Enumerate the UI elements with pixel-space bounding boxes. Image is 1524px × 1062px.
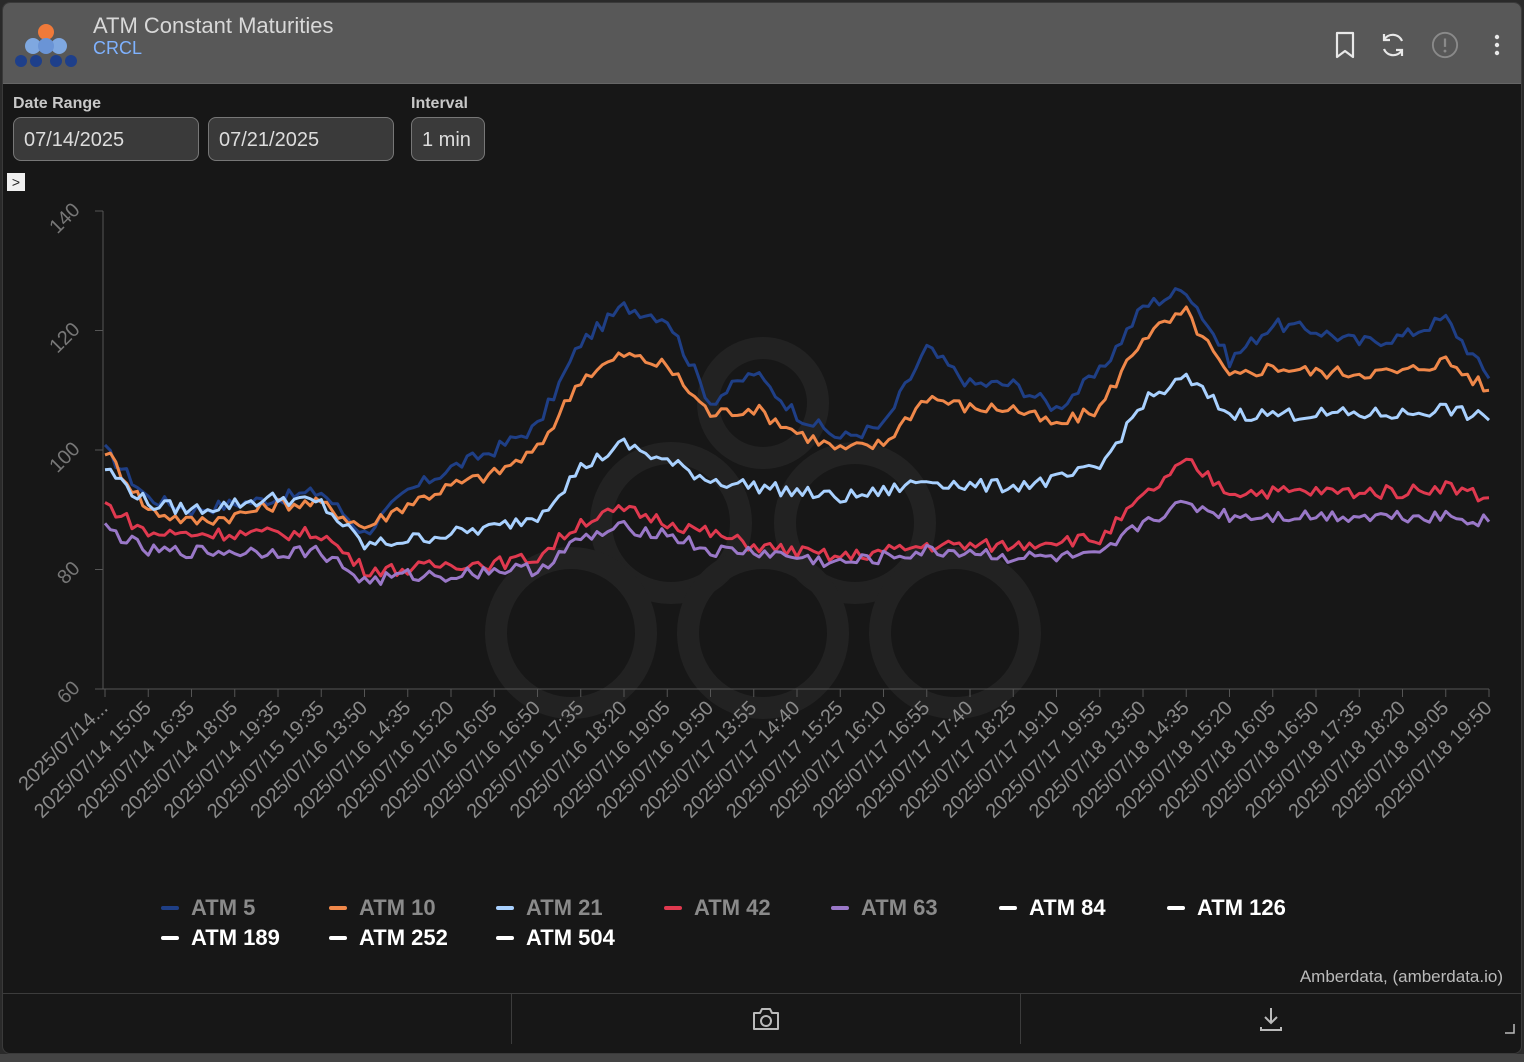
legend-swatch [161,936,179,940]
y-tick-label: 60 [53,677,84,708]
legend-item-atm-63[interactable]: ATM 63 [831,895,938,921]
legend-item-atm-10[interactable]: ATM 10 [329,895,436,921]
legend-swatch [831,906,849,910]
legend-label: ATM 21 [526,895,603,920]
download-icon [1260,1008,1282,1031]
chart-credit: Amberdata, (amberdata.io) [1299,967,1503,986]
watermark-logo-icon [485,337,1041,719]
legend-label: ATM 189 [191,925,280,950]
series-line-atm-10[interactable] [104,305,1490,530]
legend-item-atm-42[interactable]: ATM 42 [664,895,771,921]
legend-label: ATM 504 [526,925,615,950]
legend-label: ATM 84 [1029,895,1106,920]
window-bottom-bar [0,1054,1524,1062]
interval-select[interactable]: 1 min [411,117,485,161]
sidebar-toggle-button[interactable]: > [7,173,25,191]
amberdata-logo-icon [15,24,77,67]
legend-swatch [161,906,179,910]
legend-label: ATM 63 [861,895,938,920]
more-vertical-icon[interactable] [1483,31,1511,59]
series-line-atm-21[interactable] [104,372,1491,551]
legend-item-atm-252[interactable]: ATM 252 [329,925,448,951]
start-date-input[interactable]: 07/14/2025 [13,117,199,161]
bookmark-icon[interactable] [1331,31,1359,59]
refresh-icon[interactable] [1379,31,1407,59]
legend-item-atm-126[interactable]: ATM 126 [1167,895,1286,921]
series-line-atm-63[interactable] [103,499,1491,586]
card-header: ATM Constant Maturities CRCL [3,3,1521,84]
series-line-atm-5[interactable] [103,287,1491,536]
legend-item-atm-84[interactable]: ATM 84 [999,895,1106,921]
y-tick-label: 140 [45,199,84,238]
legend-label: ATM 5 [191,895,256,920]
legend-swatch [329,936,347,940]
legend-label: ATM 10 [359,895,436,920]
card-title: ATM Constant Maturities [93,13,334,38]
date-range-label: Date Range [13,95,102,112]
legend-label: ATM 252 [359,925,448,950]
legend-swatch [496,936,514,940]
legend-swatch [999,906,1017,910]
resize-handle-icon[interactable] [1505,1024,1515,1034]
legend-label: ATM 42 [694,895,771,920]
interval-label: Interval [411,95,468,112]
legend-item-atm-5[interactable]: ATM 5 [161,895,255,921]
legend-swatch [329,906,347,910]
footer-cell-empty [3,994,512,1044]
legend-label: ATM 126 [1197,895,1286,920]
card-footer [3,993,1521,1053]
legend-swatch [496,906,514,910]
legend-swatch [1167,906,1185,910]
legend-item-atm-21[interactable]: ATM 21 [496,895,603,921]
y-tick-label: 80 [53,557,84,588]
legend-item-atm-189[interactable]: ATM 189 [161,925,280,951]
screenshot-button[interactable] [512,994,1021,1044]
end-date-input[interactable]: 07/21/2025 [208,117,394,161]
card-subtitle: CRCL [93,38,143,58]
legend-swatch [664,906,682,910]
y-tick-label: 120 [45,318,84,357]
y-tick-label: 100 [45,438,84,477]
info-icon[interactable] [1431,31,1459,59]
download-button[interactable] [1021,994,1521,1044]
camera-icon [753,1008,779,1030]
legend-item-atm-504[interactable]: ATM 504 [496,925,615,951]
